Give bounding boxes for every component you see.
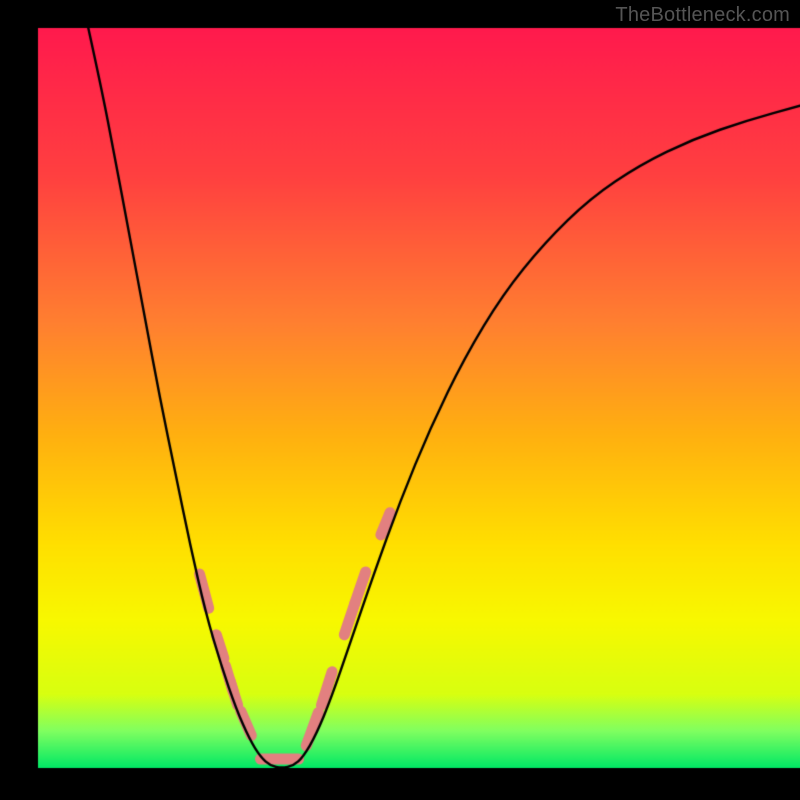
bottleneck-curve-chart xyxy=(0,0,800,800)
watermark-label: TheBottleneck.com xyxy=(615,4,790,27)
chart-stage: TheBottleneck.com xyxy=(0,0,800,800)
